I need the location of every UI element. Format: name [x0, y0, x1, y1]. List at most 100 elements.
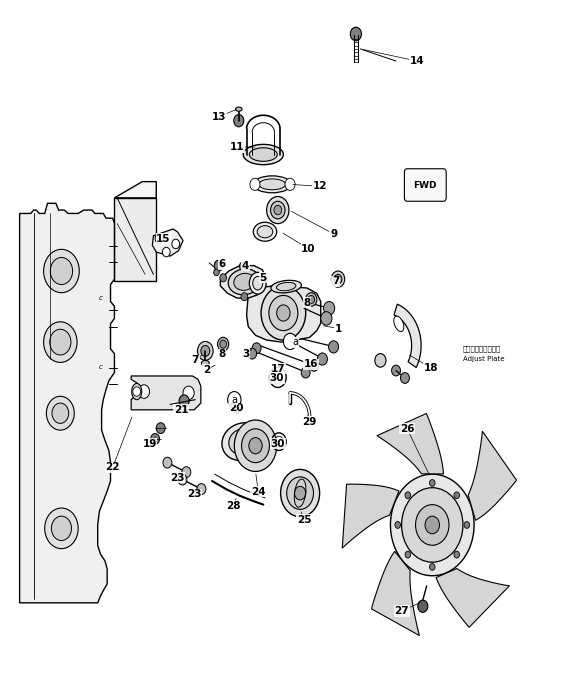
Ellipse shape [131, 384, 142, 399]
Polygon shape [394, 304, 421, 368]
Circle shape [405, 551, 411, 558]
Text: 8: 8 [218, 350, 226, 359]
Circle shape [301, 367, 310, 378]
Circle shape [172, 239, 180, 249]
Text: FWD: FWD [413, 180, 437, 189]
Text: 30: 30 [270, 439, 285, 448]
Ellipse shape [277, 283, 296, 291]
Text: 16: 16 [304, 359, 319, 370]
Circle shape [334, 274, 342, 284]
Ellipse shape [229, 428, 257, 455]
Circle shape [248, 348, 257, 359]
Circle shape [395, 522, 401, 529]
Text: 1: 1 [335, 323, 341, 334]
Circle shape [201, 346, 210, 357]
Ellipse shape [234, 274, 255, 290]
Ellipse shape [201, 361, 209, 366]
Circle shape [295, 486, 306, 500]
Polygon shape [377, 413, 443, 474]
Text: Adjust Plate: Adjust Plate [463, 356, 505, 362]
Circle shape [390, 474, 474, 576]
Circle shape [321, 312, 332, 325]
Ellipse shape [222, 423, 263, 460]
Circle shape [324, 301, 335, 315]
Circle shape [269, 295, 298, 330]
Circle shape [405, 492, 411, 499]
Circle shape [391, 365, 401, 376]
Circle shape [277, 305, 290, 321]
Circle shape [281, 469, 320, 517]
Circle shape [133, 387, 141, 396]
Circle shape [306, 293, 317, 306]
Circle shape [234, 115, 244, 126]
Circle shape [163, 457, 172, 468]
Text: 30: 30 [270, 373, 284, 383]
FancyBboxPatch shape [405, 169, 446, 201]
Ellipse shape [228, 269, 261, 295]
Circle shape [418, 600, 428, 612]
Circle shape [454, 551, 460, 558]
Ellipse shape [271, 281, 302, 293]
Text: a: a [292, 337, 299, 347]
Text: 7: 7 [332, 276, 340, 286]
Circle shape [252, 343, 261, 354]
Text: c: c [98, 364, 102, 370]
Ellipse shape [236, 435, 250, 448]
Circle shape [197, 341, 213, 361]
Polygon shape [19, 203, 114, 603]
Ellipse shape [253, 223, 277, 241]
Text: 7: 7 [192, 355, 199, 366]
Polygon shape [131, 376, 201, 410]
Text: 9: 9 [330, 229, 337, 239]
Circle shape [215, 261, 223, 271]
Text: 4: 4 [242, 261, 249, 271]
Polygon shape [436, 569, 509, 627]
Text: 12: 12 [312, 181, 327, 191]
Circle shape [179, 395, 189, 407]
Circle shape [50, 258, 73, 285]
Ellipse shape [236, 107, 242, 111]
Text: 20: 20 [229, 404, 243, 413]
Text: 27: 27 [394, 606, 409, 616]
Text: 22: 22 [105, 462, 120, 473]
Circle shape [285, 178, 295, 191]
Circle shape [287, 477, 314, 509]
Circle shape [162, 247, 170, 257]
Text: 11: 11 [230, 142, 244, 152]
Circle shape [415, 504, 449, 545]
Circle shape [402, 488, 463, 562]
Circle shape [242, 429, 270, 463]
Circle shape [328, 341, 339, 353]
Text: 10: 10 [301, 244, 316, 254]
Ellipse shape [253, 276, 263, 290]
Circle shape [310, 361, 319, 371]
Text: 5: 5 [259, 273, 267, 283]
Circle shape [234, 420, 277, 471]
Circle shape [331, 271, 345, 287]
Text: 3: 3 [242, 349, 249, 359]
Circle shape [261, 286, 306, 340]
Polygon shape [372, 551, 419, 636]
Circle shape [47, 396, 75, 430]
Circle shape [250, 178, 260, 191]
Circle shape [51, 516, 72, 540]
Circle shape [52, 403, 69, 424]
Text: c: c [98, 295, 102, 301]
Ellipse shape [243, 144, 283, 164]
Polygon shape [152, 229, 183, 256]
Circle shape [44, 322, 77, 362]
Text: 18: 18 [423, 363, 438, 373]
Circle shape [240, 262, 246, 270]
Ellipse shape [394, 316, 404, 332]
Text: 2: 2 [203, 365, 210, 375]
Circle shape [259, 274, 266, 282]
Circle shape [241, 293, 248, 301]
Text: 6: 6 [218, 259, 226, 269]
Circle shape [401, 372, 410, 384]
Circle shape [182, 466, 191, 477]
Circle shape [318, 353, 327, 365]
Ellipse shape [257, 226, 273, 238]
Circle shape [220, 274, 226, 282]
Ellipse shape [259, 179, 286, 190]
Circle shape [270, 201, 285, 219]
